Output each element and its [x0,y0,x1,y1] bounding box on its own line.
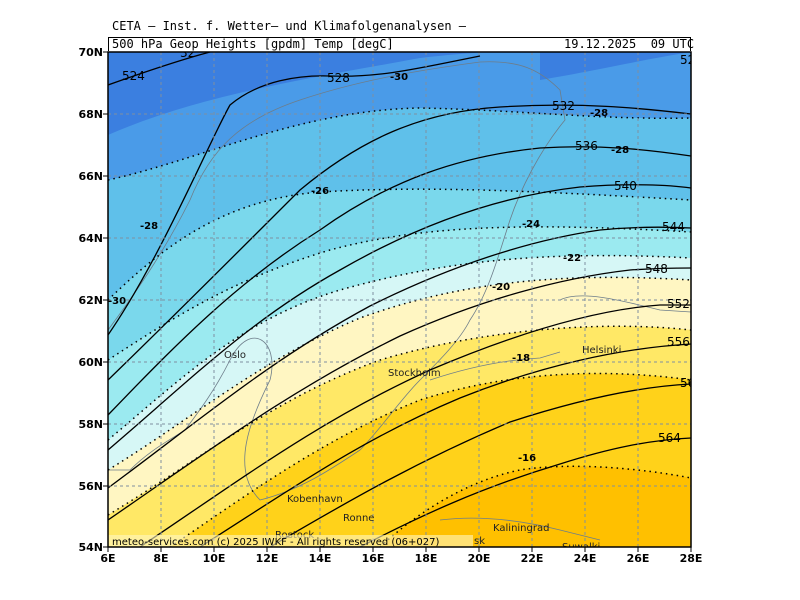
temp-label: -30 [390,72,408,83]
lat-label: 60N [78,356,103,369]
lon-label: 12E [256,552,279,565]
city-label: Stockholm [388,368,441,379]
height-label: 56 [680,376,695,390]
height-label: 556 [667,335,690,349]
city-label: Oslo [224,350,246,361]
latlon-grid [108,52,691,547]
temp-label: -22 [563,253,581,264]
height-label: 564 [658,431,681,445]
height-contour-556 [199,343,691,547]
height-contour-564 [359,437,691,547]
height-contours [108,52,691,547]
city-label: Kobenhavn [287,494,343,505]
temp-label: -28 [611,145,629,156]
chart-title: CETA – Inst. f. Wetter– und Klimafolgena… [112,19,467,33]
lon-label: 26E [627,552,650,565]
temp-label: -18 [512,353,530,364]
height-label: 32 [180,46,195,60]
height-contour-528 [108,55,481,336]
city-label: Ronne [343,513,374,524]
city-label: Kaliningrad [493,523,549,534]
temp-label: -28 [590,108,608,119]
height-label: 552 [667,297,690,311]
lat-label: 58N [78,418,103,431]
header-frame [108,37,691,51]
height-contour-552 [139,304,691,547]
height-label: 544 [662,220,685,234]
temp-label: -30 [108,296,126,307]
lat-labels: 70N 68N 66N 64N 62N 60N 58N 56N 54N [78,46,103,554]
height-label: 528 [327,71,350,85]
lon-label: 18E [415,552,438,565]
height-labels: 524 528 532 536 540 544 548 552 556 56 5… [122,46,695,445]
map-area: 524 528 532 536 540 544 548 552 556 56 5… [108,46,695,553]
copyright-text: meteo-services.com (c) 2025 IWKF - All r… [112,537,440,548]
lon-label: 24E [574,552,597,565]
height-contour-532 [108,104,691,381]
height-label: 532 [552,99,575,113]
height-contour-536 [108,146,691,416]
lon-label: 28E [680,552,703,565]
lon-label: 14E [309,552,332,565]
temp-label: -28 [140,221,158,232]
lat-label: 54N [78,541,103,554]
lat-label: 64N [78,232,103,245]
coastline [429,295,691,541]
lat-label: 56N [78,480,103,493]
lat-label: 70N [78,46,103,59]
lon-label: 16E [362,552,385,565]
lat-label: 66N [78,170,103,183]
city-label: Helsinki [582,345,621,356]
chart-subtitle: 500 hPa Geop Heights [gpdm] Temp [degC] [112,37,394,51]
height-label: 540 [614,179,637,193]
height-contour-548 [108,267,691,521]
lat-label: 62N [78,294,103,307]
lon-label: 22E [521,552,544,565]
valid-datetime: 19.12.2025 09 UTC [564,37,695,51]
lon-label: 8E [153,552,168,565]
temp-label: -26 [311,186,329,197]
temp-label: -24 [522,219,540,230]
height-contour-540 [108,184,691,451]
lat-label: 68N [78,108,103,121]
lon-label: 6E [100,552,115,565]
coastline [108,61,566,501]
height-label: 536 [575,139,598,153]
temp-label: -16 [518,453,536,464]
copyright-bg [108,535,473,547]
axis-ticks [103,51,692,552]
height-label: 52 [680,53,695,67]
lon-label: 20E [468,552,491,565]
height-label: 548 [645,262,668,276]
height-contour-524 [108,52,211,86]
temp-label: -20 [492,282,510,293]
lon-label: 10E [203,552,226,565]
city-label: Suwalki [562,542,600,553]
height-contour-560 [269,383,691,547]
height-label: 524 [122,69,145,83]
height-contour-544 [108,226,691,489]
city-label: sk [474,536,485,547]
temp-labels: -30 -28 -28 -28 -26 -24 -22 -20 -18 -16 … [108,72,629,464]
lon-labels: 6E 8E 10E 12E 14E 16E 18E 20E 22E 24E 26… [100,552,702,565]
